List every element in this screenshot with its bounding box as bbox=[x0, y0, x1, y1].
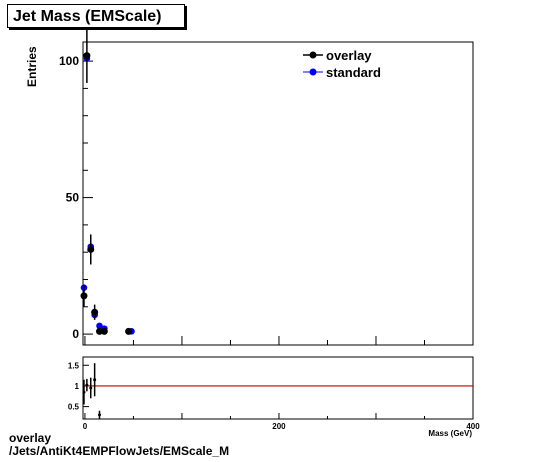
ratio-point bbox=[82, 390, 86, 394]
ratio-x-tick-label: 0 bbox=[83, 422, 88, 431]
legend-overlay-label: overlay bbox=[326, 48, 372, 63]
overlay-point bbox=[100, 327, 108, 335]
ratio-x-tick-label: 400 bbox=[466, 422, 480, 431]
y-tick-label: 0 bbox=[72, 327, 79, 341]
ratio-y-tick-label: 1.5 bbox=[68, 361, 80, 370]
ratio-marks bbox=[82, 363, 473, 419]
ratio-y-tick-label: 1 bbox=[75, 382, 80, 391]
y-tick-label: 100 bbox=[59, 54, 79, 68]
ratio-point bbox=[93, 378, 97, 382]
overlay-point bbox=[95, 327, 103, 335]
footer: overlay /Jets/AntiKt4EMPFlowJets/EMScale… bbox=[9, 432, 229, 458]
chart-title: Jet Mass (EMScale) bbox=[7, 4, 185, 28]
ratio-point bbox=[89, 386, 93, 390]
footer-line-2: /Jets/AntiKt4EMPFlowJets/EMScale_M bbox=[9, 444, 230, 458]
main-plot-frame bbox=[82, 41, 474, 346]
main-marks bbox=[80, 28, 135, 335]
ratio-point bbox=[85, 383, 89, 387]
overlay-point bbox=[91, 308, 99, 316]
legend: overlay standard bbox=[303, 48, 381, 80]
ratio-axes: 0.5 1 1.5 0 200 400 bbox=[68, 361, 480, 431]
legend-standard-marker bbox=[309, 68, 317, 76]
overlay-point bbox=[87, 245, 95, 253]
footer-line-1: overlay bbox=[9, 431, 52, 445]
standard-point bbox=[96, 322, 103, 330]
y-tick-label: 50 bbox=[66, 191, 80, 205]
y-axis-label: Entries bbox=[25, 46, 39, 87]
ratio-plot-frame bbox=[82, 356, 474, 420]
ratio-point bbox=[97, 413, 101, 417]
overlay-point bbox=[80, 292, 88, 300]
x-axis-label: Mass (GeV) bbox=[428, 429, 472, 438]
legend-overlay-marker bbox=[309, 51, 317, 59]
legend-standard-label: standard bbox=[326, 65, 381, 80]
main-axes: 0 50 100 bbox=[59, 54, 474, 345]
ratio-x-tick-label: 200 bbox=[272, 422, 286, 431]
overlay-point bbox=[83, 52, 91, 60]
ratio-y-tick-label: 0.5 bbox=[68, 403, 80, 412]
overlay-point bbox=[125, 327, 133, 335]
